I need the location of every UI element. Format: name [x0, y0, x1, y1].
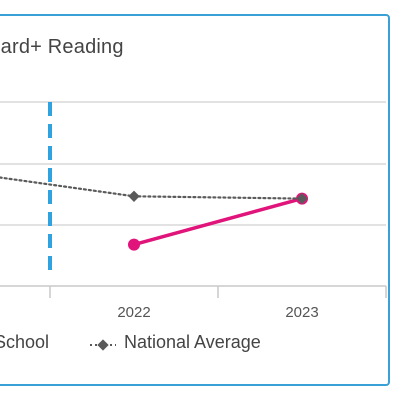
dotted-diamond-icon [90, 338, 116, 351]
legend-item-school[interactable]: School [0, 332, 49, 353]
legend-item-national-average[interactable]: National Average [90, 332, 261, 353]
point-national-average-2022 [128, 190, 140, 202]
card-frame [0, 14, 390, 386]
series-line-school [132, 196, 304, 247]
point-national-average-2023 [296, 192, 308, 205]
x-tick-label-2022: 2022 [117, 304, 150, 321]
legend-label-national-average: National Average [124, 332, 261, 352]
legend-label-school: School [0, 332, 50, 352]
legend-symbol-national-average [90, 336, 116, 351]
series-line-national-average [0, 176, 304, 200]
x-tick-label-2023: 2023 [285, 304, 318, 321]
point-school-2022 [128, 238, 140, 251]
chart-title: lard+ Reading [0, 36, 124, 58]
